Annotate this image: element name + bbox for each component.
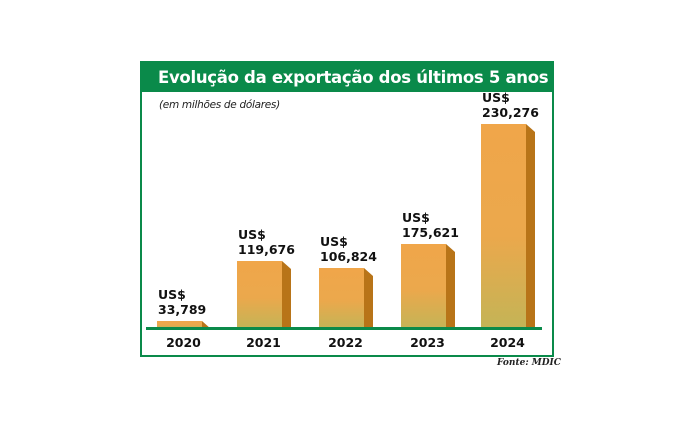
bar-label-prefix: US$ <box>158 287 186 302</box>
x-tick-label: 2023 <box>410 335 445 350</box>
bar-side <box>282 261 291 328</box>
bar <box>319 268 364 328</box>
bar-label-prefix: US$ <box>238 227 266 242</box>
bar-value-label: 175,621 <box>402 225 459 240</box>
bar <box>237 261 282 328</box>
bar-value-label: 119,676 <box>238 242 295 257</box>
bar <box>157 321 202 328</box>
source-note: Fonte: MDIC <box>497 358 561 368</box>
bar-label-prefix: US$ <box>482 90 510 105</box>
bar-side <box>364 268 373 328</box>
x-tick-label: 2021 <box>246 335 281 350</box>
baseline <box>146 327 542 330</box>
bar-value-label: 230,276 <box>482 105 539 120</box>
bar-label-prefix: US$ <box>320 234 348 249</box>
chart-title: Evolução da exportação dos últimos 5 ano… <box>142 63 552 92</box>
bar-label-prefix: US$ <box>402 210 430 225</box>
chart-subtitle: (em milhões de dólares) <box>159 99 280 111</box>
x-tick-label: 2024 <box>490 335 525 350</box>
bar <box>401 244 446 328</box>
bar-value-label: 106,824 <box>320 249 377 264</box>
bar-side <box>446 244 455 328</box>
x-tick-label: 2022 <box>328 335 363 350</box>
bar-side <box>526 124 535 328</box>
bar <box>481 124 526 328</box>
bar-value-label: 33,789 <box>158 302 206 317</box>
x-tick-label: 2020 <box>166 335 201 350</box>
